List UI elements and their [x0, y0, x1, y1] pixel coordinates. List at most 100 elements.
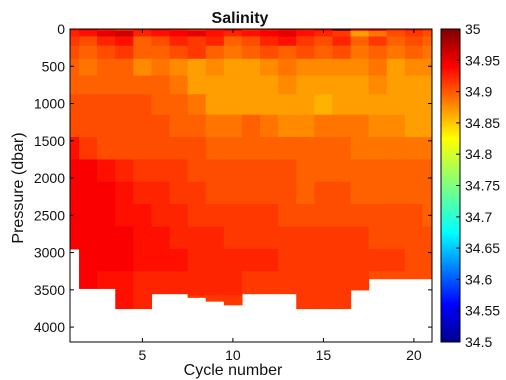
salinity-cell — [422, 94, 432, 116]
salinity-cell — [205, 226, 225, 250]
salinity-cell — [151, 137, 171, 161]
colorbar-tick-label: 34.85 — [465, 115, 500, 131]
salinity-cell — [169, 30, 189, 38]
salinity-cell — [187, 295, 207, 298]
salinity-cell — [223, 204, 243, 228]
salinity-cell — [368, 114, 388, 138]
colorbar-tick-label: 34.95 — [465, 52, 500, 68]
salinity-cell — [205, 45, 225, 60]
salinity-cell — [260, 45, 279, 60]
salinity-cell — [133, 58, 153, 77]
salinity-cell — [278, 137, 297, 161]
salinity-cell — [278, 114, 297, 138]
salinity-cell — [169, 226, 189, 250]
salinity-cell — [187, 181, 207, 205]
salinity-cell — [332, 204, 352, 228]
salinity-cell — [422, 181, 432, 205]
salinity-cell — [151, 226, 171, 250]
salinity-cell — [386, 248, 406, 272]
salinity-cell — [97, 36, 116, 47]
salinity-cell — [368, 30, 388, 38]
salinity-cell — [151, 29, 171, 32]
salinity-cell — [97, 29, 116, 32]
salinity-cell — [422, 36, 432, 47]
salinity-cell — [133, 30, 153, 38]
salinity-cell — [97, 137, 116, 161]
salinity-cell — [223, 30, 243, 38]
salinity-cell — [79, 94, 98, 116]
salinity-cell — [151, 45, 171, 60]
salinity-cell — [169, 75, 189, 95]
salinity-cell — [260, 114, 279, 138]
salinity-cell — [368, 75, 388, 95]
salinity-cell — [169, 137, 189, 161]
salinity-cell — [187, 248, 207, 272]
salinity-cell — [422, 137, 432, 161]
salinity-cell — [386, 181, 406, 205]
salinity-cell — [187, 94, 207, 116]
salinity-cell — [314, 75, 334, 95]
y-tick-label: 500 — [42, 58, 66, 74]
salinity-cell — [350, 137, 370, 161]
salinity-cell — [368, 29, 388, 32]
salinity-cell — [386, 45, 406, 60]
salinity-cell — [386, 137, 406, 161]
salinity-cell — [79, 36, 98, 47]
salinity-cell — [133, 36, 153, 47]
salinity-cell — [70, 94, 80, 116]
salinity-cell — [278, 248, 297, 272]
salinity-cell — [79, 58, 98, 77]
salinity-cell — [241, 226, 261, 250]
salinity-cell — [314, 226, 334, 250]
salinity-cell — [223, 295, 243, 306]
salinity-cell — [115, 248, 134, 272]
salinity-cell — [205, 36, 225, 47]
salinity-cell — [350, 94, 370, 116]
salinity-cell — [404, 75, 424, 95]
salinity-cell — [386, 271, 406, 280]
salinity-cell — [368, 36, 388, 47]
salinity-cell — [79, 29, 98, 32]
salinity-cell — [332, 248, 352, 272]
salinity-cell — [332, 295, 352, 310]
salinity-cell — [422, 114, 432, 138]
salinity-cell — [97, 114, 116, 138]
salinity-cell — [97, 204, 116, 228]
salinity-cell — [422, 226, 432, 250]
salinity-cell — [133, 181, 153, 205]
salinity-cell — [241, 248, 261, 272]
colorbar-tick-label: 35 — [465, 21, 481, 37]
salinity-cell — [70, 36, 80, 47]
salinity-cell — [169, 29, 189, 32]
salinity-cell — [70, 137, 80, 161]
colorbar-tick-label: 34.8 — [465, 146, 492, 162]
salinity-cell — [332, 226, 352, 250]
salinity-cell — [151, 75, 171, 95]
salinity-cell — [223, 248, 243, 272]
salinity-cell — [350, 204, 370, 228]
salinity-cell — [296, 36, 315, 47]
salinity-cell — [260, 204, 279, 228]
salinity-cell — [296, 226, 315, 250]
salinity-cell — [133, 45, 153, 60]
salinity-cell — [386, 75, 406, 95]
salinity-cell — [422, 45, 432, 60]
salinity-cell — [241, 30, 261, 38]
colorbar-ticks: 35 34.95 34.9 34.85 34.8 34.75 34.7 34.65 34.6 34… — [456, 21, 500, 350]
salinity-cell — [205, 94, 225, 116]
salinity-cell — [296, 295, 315, 310]
salinity-cell — [260, 248, 279, 272]
salinity-cell — [332, 181, 352, 205]
salinity-cell — [97, 30, 116, 38]
salinity-cell — [404, 58, 424, 77]
salinity-cell — [115, 181, 134, 205]
salinity-cell — [332, 36, 352, 47]
colorbar-tick-label: 34.65 — [465, 240, 500, 256]
salinity-cell — [97, 271, 116, 289]
salinity-cell — [368, 248, 388, 272]
salinity-cell — [205, 75, 225, 95]
salinity-cell — [260, 94, 279, 116]
colorbar-tick-label: 34.6 — [465, 271, 492, 287]
salinity-cell — [278, 45, 297, 60]
salinity-cell — [169, 45, 189, 60]
